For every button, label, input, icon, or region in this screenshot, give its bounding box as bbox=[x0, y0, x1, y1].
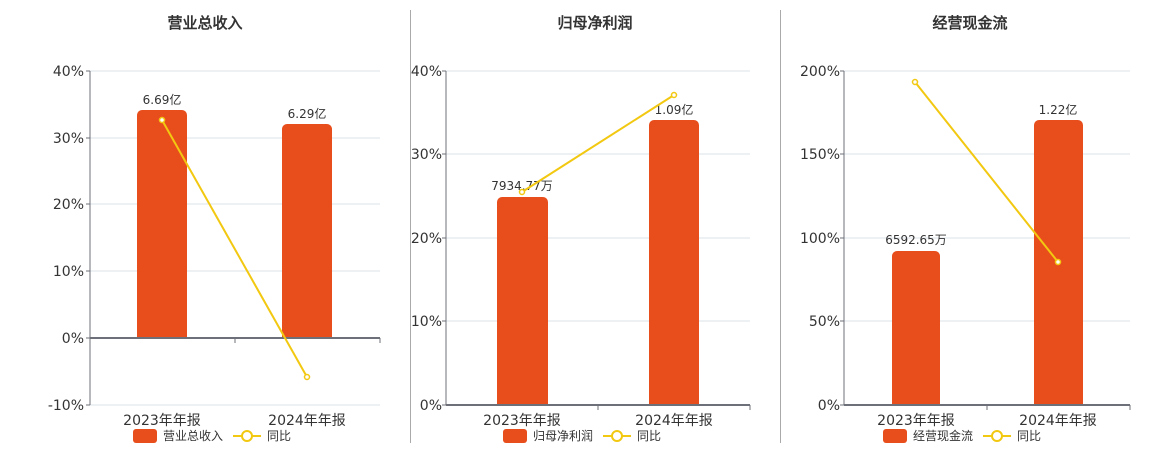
svg-text:20%: 20% bbox=[411, 231, 442, 247]
svg-text:30%: 30% bbox=[53, 131, 84, 147]
chart-title: 营业总收入 bbox=[167, 14, 243, 32]
bar-2023 bbox=[137, 110, 187, 338]
svg-text:50%: 50% bbox=[809, 314, 840, 330]
chart-legend: 经营现金流 同比 bbox=[883, 427, 1041, 444]
legend-line-label[interactable]: 同比 bbox=[637, 429, 662, 443]
panel-divider bbox=[780, 10, 781, 443]
svg-text:20%: 20% bbox=[53, 197, 84, 213]
svg-text:10%: 10% bbox=[53, 264, 84, 280]
svg-text:0%: 0% bbox=[420, 398, 442, 414]
legend-line-icon[interactable] bbox=[603, 429, 632, 443]
svg-text:0%: 0% bbox=[818, 398, 840, 414]
chart-title: 经营现金流 bbox=[932, 14, 1008, 32]
chart-plot: 40% 30% 20% 10% 0% -10% 6.69亿 6.29亿 2023… bbox=[48, 64, 381, 429]
svg-text:30%: 30% bbox=[411, 147, 442, 163]
bar-2024 bbox=[282, 124, 332, 338]
chart-title: 归母净利润 bbox=[557, 14, 633, 32]
legend-bar-label[interactable]: 营业总收入 bbox=[163, 429, 224, 443]
chart-legend: 营业总收入 同比 bbox=[133, 427, 291, 444]
svg-text:2024年年报: 2024年年报 bbox=[268, 413, 346, 429]
legend-bar-label[interactable]: 经营现金流 bbox=[913, 429, 974, 443]
chart-panel-revenue: 营业总收入 40% 30% 20% 10% 0% -10% bbox=[0, 0, 400, 450]
legend-line-label[interactable]: 同比 bbox=[267, 429, 292, 443]
svg-text:200%: 200% bbox=[800, 64, 840, 80]
svg-text:2023年年报: 2023年年报 bbox=[123, 413, 201, 429]
legend-bar-swatch[interactable] bbox=[883, 428, 907, 443]
svg-text:40%: 40% bbox=[53, 64, 84, 80]
svg-text:100%: 100% bbox=[800, 231, 840, 247]
svg-text:2024年年报: 2024年年报 bbox=[635, 413, 713, 429]
svg-text:-10%: -10% bbox=[48, 398, 84, 414]
svg-text:150%: 150% bbox=[800, 147, 840, 163]
svg-text:6592.65万: 6592.65万 bbox=[885, 233, 947, 247]
legend-line-icon[interactable] bbox=[233, 429, 262, 443]
svg-text:2023年年报: 2023年年报 bbox=[483, 413, 561, 429]
chart-legend: 归母净利润 同比 bbox=[503, 427, 661, 444]
chart-plot: 7934.77万 1.09亿 40% 30% 20% 10% 0% 2023年年… bbox=[411, 64, 751, 429]
legend-bar-swatch[interactable] bbox=[133, 428, 157, 443]
svg-text:2023年年报: 2023年年报 bbox=[877, 413, 955, 429]
svg-text:6.29亿: 6.29亿 bbox=[288, 106, 327, 121]
chart-plot: 6592.65万 1.22亿 200% 150% 100% 50% 0% 202… bbox=[800, 64, 1131, 429]
bar-2024 bbox=[649, 120, 699, 405]
legend-bar-swatch[interactable] bbox=[503, 428, 527, 443]
legend-line-label[interactable]: 同比 bbox=[1017, 429, 1042, 443]
bar-2023 bbox=[497, 197, 548, 405]
chart-panel-cash-flow: 经营现金流 6592.65万 1.22亿 200% 150% 100% 50% … bbox=[780, 0, 1160, 450]
svg-text:10%: 10% bbox=[411, 314, 442, 330]
svg-text:2024年年报: 2024年年报 bbox=[1019, 413, 1097, 429]
svg-text:1.22亿: 1.22亿 bbox=[1039, 102, 1078, 117]
bar-2023 bbox=[892, 251, 940, 405]
svg-text:6.69亿: 6.69亿 bbox=[143, 92, 182, 107]
legend-line-icon[interactable] bbox=[983, 429, 1012, 443]
chart-panel-net-profit: 归母净利润 7934.77万 1.09亿 40% 30% 20% 10% 0% … bbox=[400, 0, 780, 450]
svg-text:1.09亿: 1.09亿 bbox=[655, 102, 694, 117]
legend-bar-label[interactable]: 归母净利润 bbox=[533, 429, 594, 443]
panel-divider bbox=[410, 10, 411, 443]
svg-text:40%: 40% bbox=[411, 64, 442, 80]
svg-text:0%: 0% bbox=[62, 331, 84, 347]
